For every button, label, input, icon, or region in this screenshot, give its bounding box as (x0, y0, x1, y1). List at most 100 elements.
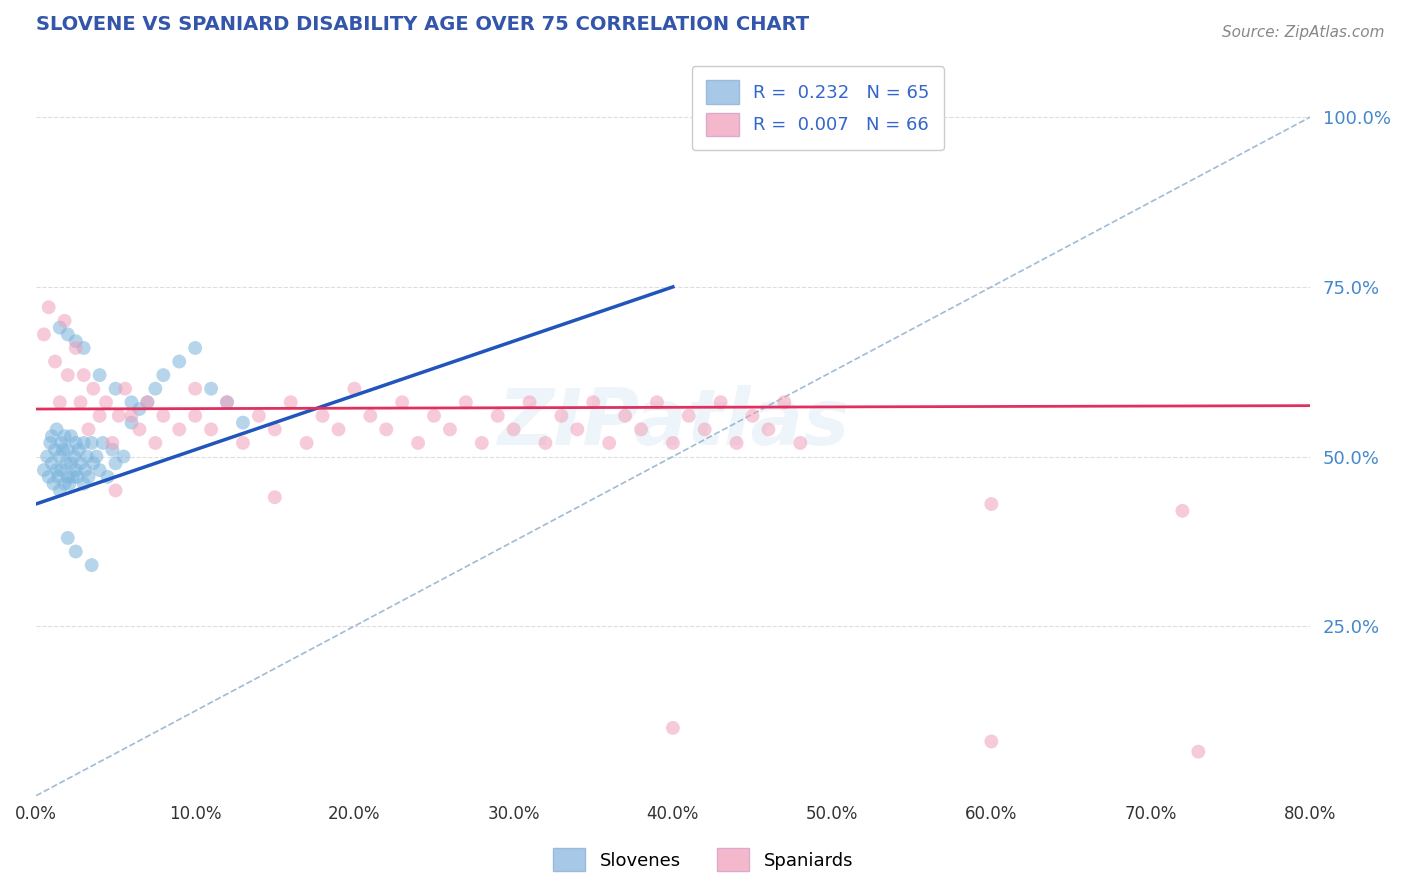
Point (77, 470, 100, 484)
Point (89, 409, 111, 423)
Point (184, 382, 207, 396)
Point (82, 456, 104, 470)
Point (101, 442, 124, 457)
Point (519, 395, 541, 409)
Point (295, 436, 318, 450)
Point (741, 409, 763, 423)
Point (91, 436, 114, 450)
Point (89, 368, 111, 383)
Point (53, 476, 76, 491)
Point (215, 395, 238, 409)
Point (65, 334, 87, 348)
Point (263, 490, 285, 504)
Point (406, 436, 429, 450)
Point (44, 354, 66, 368)
Point (454, 395, 477, 409)
Point (980, 497, 1002, 511)
Point (645, 395, 668, 409)
Point (773, 395, 796, 409)
Point (143, 436, 166, 450)
Point (152, 409, 174, 423)
Point (73, 341, 96, 355)
Point (328, 422, 350, 436)
Point (49, 395, 72, 409)
Point (65, 436, 87, 450)
Point (46, 470, 69, 484)
Point (980, 734, 1002, 748)
Point (232, 436, 254, 450)
Point (58, 476, 80, 491)
Point (101, 436, 124, 450)
Point (38, 300, 60, 314)
Point (56, 368, 79, 383)
Point (471, 436, 494, 450)
Point (184, 341, 207, 355)
Point (75, 463, 97, 477)
Point (598, 436, 620, 450)
Point (789, 436, 811, 450)
Point (45, 422, 67, 436)
Point (69, 456, 91, 470)
Point (121, 395, 143, 409)
Point (167, 354, 190, 368)
Point (52, 442, 75, 457)
Point (343, 382, 366, 396)
Point (143, 382, 166, 396)
Point (65, 341, 87, 355)
Point (73, 368, 96, 383)
Point (486, 409, 509, 423)
Point (32, 327, 55, 342)
Point (215, 395, 238, 409)
Point (80, 558, 103, 572)
Point (359, 409, 381, 423)
Point (86, 450, 108, 464)
Point (41, 456, 63, 470)
Point (693, 422, 716, 436)
Point (53, 429, 76, 443)
Point (73, 476, 96, 491)
Point (710, 395, 733, 409)
Point (35, 450, 58, 464)
Point (59, 429, 82, 443)
Point (758, 422, 780, 436)
Point (136, 395, 159, 409)
Point (184, 409, 207, 423)
Point (65, 463, 87, 477)
Text: Source: ZipAtlas.com: Source: ZipAtlas.com (1222, 25, 1385, 40)
Point (73, 436, 96, 450)
Point (678, 409, 700, 423)
Text: ZIPatlas: ZIPatlas (496, 384, 849, 460)
Point (51, 463, 73, 477)
Point (97, 470, 120, 484)
Point (45, 463, 67, 477)
Point (1187, 745, 1209, 759)
Point (38, 470, 60, 484)
Point (65, 544, 87, 558)
Point (311, 409, 333, 423)
Point (1171, 504, 1194, 518)
Point (59, 456, 82, 470)
Point (41, 429, 63, 443)
Point (662, 721, 685, 735)
Point (114, 382, 136, 396)
Point (104, 483, 127, 498)
Point (200, 422, 222, 436)
Legend: R =  0.232   N = 65, R =  0.007   N = 66: R = 0.232 N = 65, R = 0.007 N = 66 (692, 66, 943, 150)
Point (89, 463, 111, 477)
Point (725, 436, 748, 450)
Point (94, 395, 117, 409)
Point (49, 450, 72, 464)
Point (56, 531, 79, 545)
Legend: Slovenes, Spaniards: Slovenes, Spaniards (546, 841, 860, 879)
Point (53, 314, 76, 328)
Point (49, 483, 72, 498)
Point (280, 395, 302, 409)
Point (62, 470, 84, 484)
Point (80, 436, 103, 450)
Point (63, 450, 86, 464)
Point (128, 402, 150, 417)
Point (56, 327, 79, 342)
Point (55, 456, 77, 470)
Point (32, 463, 55, 477)
Point (69, 395, 91, 409)
